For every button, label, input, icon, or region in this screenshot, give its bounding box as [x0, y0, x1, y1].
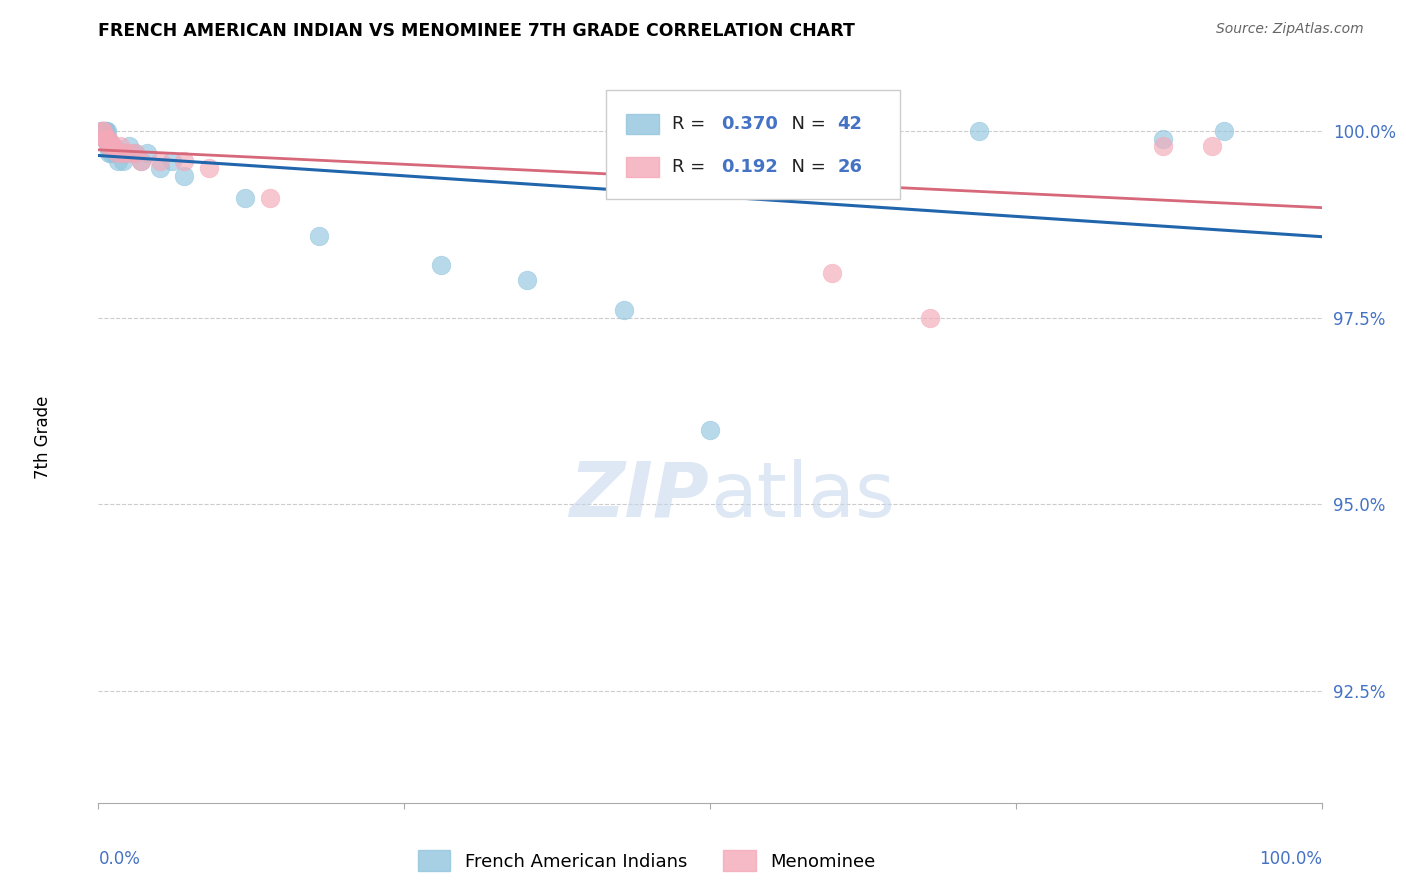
Point: [1152, 131, 1174, 145]
Point: [97, 131, 120, 145]
Point: [98, 139, 121, 153]
Text: N =: N =: [780, 115, 831, 133]
Point: [118, 146, 141, 161]
Legend: French American Indians, Menominee: French American Indians, Menominee: [411, 843, 883, 879]
Point: [93, 124, 115, 138]
Point: [118, 139, 141, 153]
Point: [613, 303, 636, 318]
Point: [149, 153, 172, 168]
Text: R =: R =: [672, 158, 711, 176]
Point: [100, 139, 122, 153]
Point: [111, 153, 134, 168]
Point: [699, 423, 721, 437]
Point: [105, 146, 128, 161]
Point: [94, 131, 117, 145]
Point: [91, 124, 114, 138]
Point: [129, 153, 152, 168]
Point: [105, 146, 128, 161]
Point: [124, 146, 146, 161]
Text: 26: 26: [837, 158, 862, 176]
Point: [103, 146, 125, 161]
Point: [97, 131, 120, 145]
Text: atlas: atlas: [710, 458, 894, 533]
Point: [430, 259, 453, 273]
Point: [93, 131, 115, 145]
Point: [93, 131, 115, 145]
Point: [91, 124, 114, 138]
Point: [173, 169, 195, 183]
Point: [173, 153, 195, 168]
Point: [114, 146, 136, 161]
Point: [967, 124, 990, 138]
Point: [101, 139, 124, 153]
Point: [821, 266, 844, 280]
FancyBboxPatch shape: [606, 90, 900, 200]
Point: [91, 124, 114, 138]
Point: [111, 146, 134, 161]
Point: [110, 146, 132, 161]
Point: [100, 139, 122, 153]
Point: [98, 139, 121, 153]
Point: [149, 161, 172, 176]
Text: FRENCH AMERICAN INDIAN VS MENOMINEE 7TH GRADE CORRELATION CHART: FRENCH AMERICAN INDIAN VS MENOMINEE 7TH …: [98, 22, 855, 40]
Point: [259, 191, 281, 205]
Point: [96, 131, 118, 145]
Point: [97, 139, 120, 153]
Point: [107, 153, 129, 168]
Point: [96, 124, 118, 138]
Text: 42: 42: [837, 115, 862, 133]
Text: 0.192: 0.192: [721, 158, 778, 176]
Point: [160, 153, 183, 168]
Point: [110, 139, 132, 153]
Point: [101, 139, 124, 153]
Text: R =: R =: [672, 115, 711, 133]
Point: [772, 169, 794, 183]
Text: N =: N =: [780, 158, 831, 176]
Point: [1201, 139, 1223, 153]
Point: [233, 191, 256, 205]
Text: ZIP: ZIP: [571, 458, 710, 533]
Point: [129, 153, 152, 168]
Point: [515, 273, 537, 287]
Point: [91, 124, 114, 138]
Text: 100.0%: 100.0%: [1258, 850, 1322, 868]
Point: [785, 139, 807, 153]
Point: [93, 124, 115, 138]
FancyBboxPatch shape: [626, 114, 658, 134]
Point: [100, 146, 122, 161]
Point: [308, 228, 330, 243]
Point: [96, 131, 118, 145]
Point: [197, 161, 219, 176]
Point: [94, 131, 117, 145]
Point: [91, 124, 114, 138]
Text: Source: ZipAtlas.com: Source: ZipAtlas.com: [1216, 22, 1364, 37]
Text: 0.0%: 0.0%: [98, 850, 141, 868]
FancyBboxPatch shape: [626, 157, 658, 177]
Point: [1152, 139, 1174, 153]
Point: [723, 146, 745, 161]
Point: [920, 310, 942, 325]
Point: [90, 124, 112, 138]
Point: [1212, 124, 1234, 138]
Point: [136, 146, 159, 161]
Point: [94, 124, 117, 138]
Point: [98, 146, 121, 161]
Point: [124, 146, 146, 161]
Text: 7th Grade: 7th Grade: [34, 395, 52, 479]
Text: 0.370: 0.370: [721, 115, 778, 133]
Point: [91, 124, 114, 138]
Point: [748, 146, 770, 161]
